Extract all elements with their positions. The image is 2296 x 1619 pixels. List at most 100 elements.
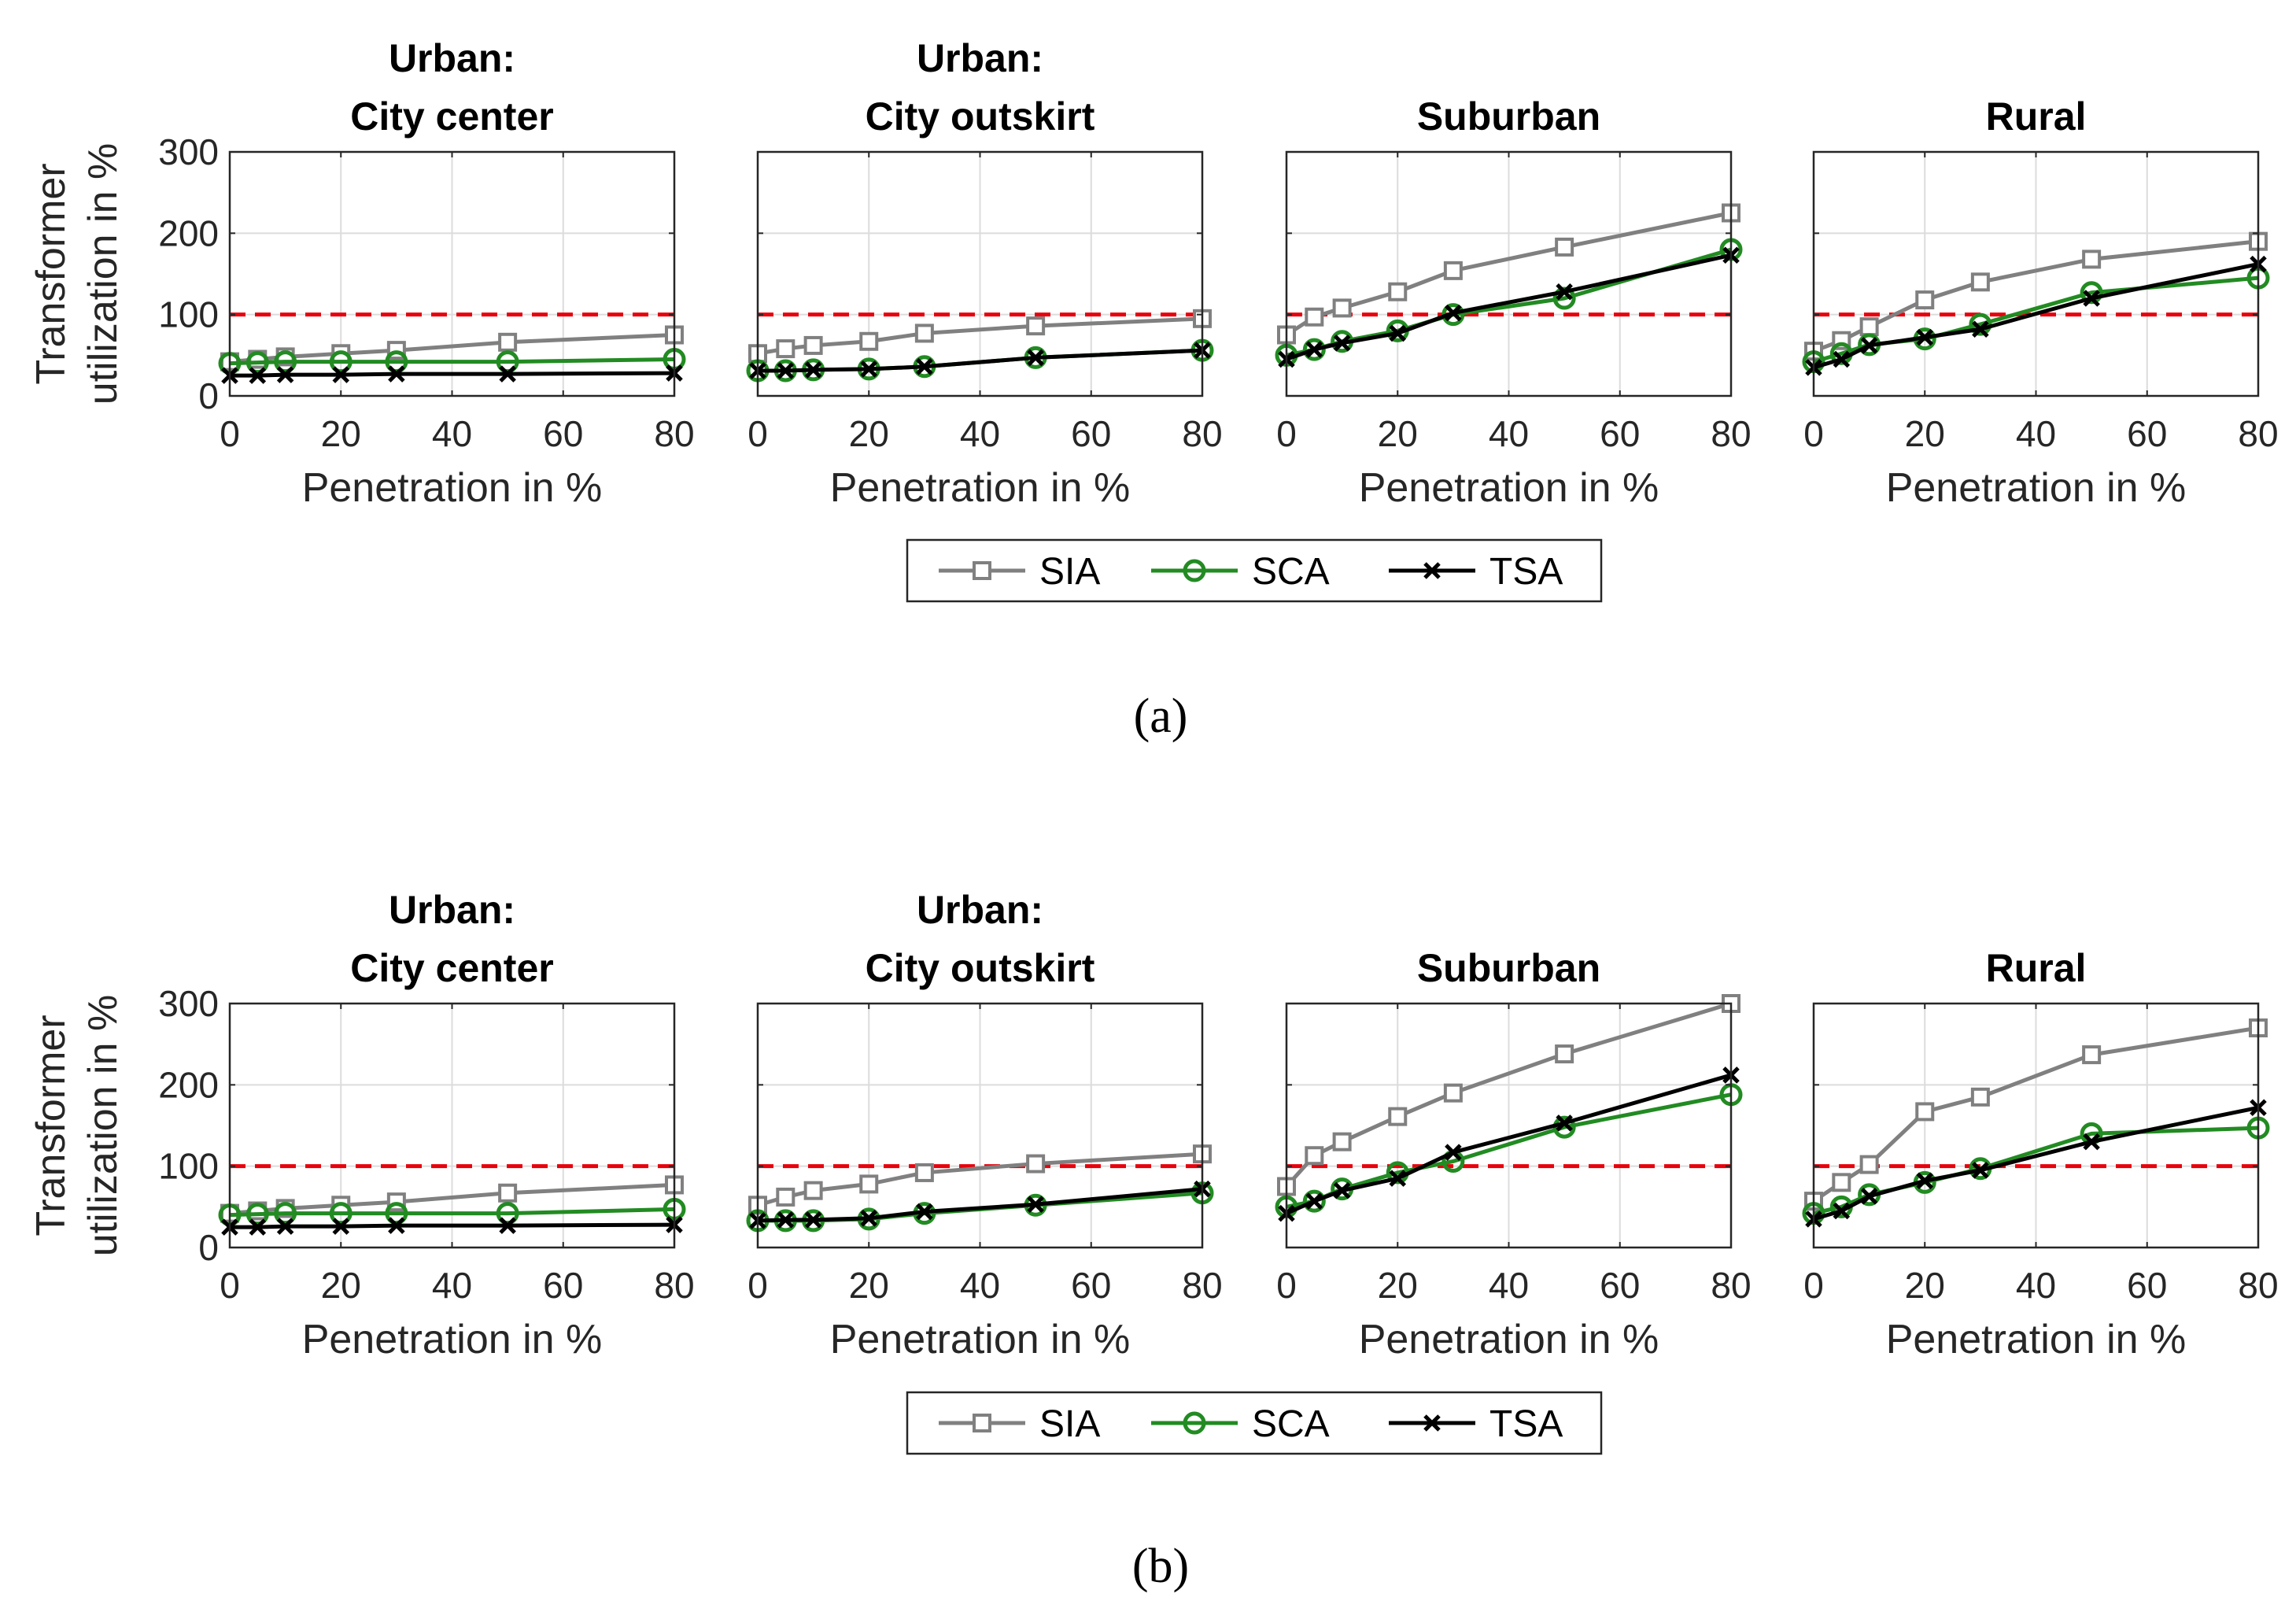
point-tsa-20 (1389, 324, 1407, 342)
x-tick-label: 80 (654, 413, 694, 454)
point-sca-30 (1969, 312, 1992, 336)
subplot-title-line2: City center (350, 946, 553, 990)
point-tsa-50 (1027, 349, 1044, 367)
y-tick-label: 100 (158, 1146, 219, 1187)
legend-marker-tsa (1423, 562, 1441, 579)
subplot-title-line2: City outskirt (866, 946, 1095, 990)
x-tick-label: 60 (1071, 413, 1111, 454)
point-tsa-50-stroke-2 (499, 1217, 516, 1234)
point-sia-5 (1832, 1173, 1851, 1192)
point-tsa-20 (1389, 1170, 1407, 1187)
x-axis-label: Penetration in % (302, 1317, 603, 1362)
legend-marker-tsa (1423, 1414, 1441, 1432)
x-tick-label: 40 (432, 413, 472, 454)
y-tick-label: 300 (158, 983, 219, 1024)
panel-caption: (a) (1134, 689, 1188, 743)
point-tsa-50 (1556, 1114, 1573, 1132)
point-tsa-10 (1333, 335, 1351, 352)
point-tsa-30 (1972, 320, 1989, 338)
x-tick-label: 60 (1600, 413, 1640, 454)
point-tsa-5 (1305, 1192, 1323, 1210)
series-line-tsa (230, 371, 675, 378)
y-tick-label: 200 (158, 1064, 219, 1105)
point-sca-20 (329, 1202, 353, 1225)
x-axis-label: Penetration in % (830, 465, 1131, 511)
point-tsa-50-stroke-2 (499, 365, 516, 383)
subplot-4: 0 20 40 60 80 Penetration in % Rural (1802, 946, 2279, 1362)
panel-b: 0 20 40 60 80 0 100 200 300 Penetration in % Urban… (28, 888, 2279, 1593)
x-tick-label: 40 (960, 413, 1000, 454)
point-tsa-20 (332, 366, 350, 383)
point-tsa-20 (1916, 1172, 1934, 1190)
point-tsa-30-stroke-2 (388, 365, 405, 383)
x-tick-label: 80 (2238, 1265, 2278, 1306)
point-tsa-5-stroke-2 (249, 367, 267, 384)
point-tsa-20-stroke-2 (1916, 328, 1934, 346)
x-tick-label: 20 (1378, 413, 1418, 454)
x-tick-label: 40 (2016, 413, 2056, 454)
x-tick-label: 0 (1803, 413, 1824, 454)
point-tsa-30-stroke-2 (916, 358, 933, 375)
point-sia-5 (776, 1187, 795, 1207)
x-tick-label: 60 (543, 1265, 583, 1306)
subplot-title-line1: Urban: (917, 888, 1043, 932)
x-tick-label: 0 (1276, 1265, 1297, 1306)
x-tick-label: 60 (543, 413, 583, 454)
subplot-title-line1: Urban: (389, 36, 515, 80)
x-axis-label: Penetration in % (830, 1317, 1131, 1362)
point-tsa-20-stroke-2 (860, 360, 878, 378)
subplot-title-line2: City center (350, 94, 553, 139)
y-axis-label-line1: Transformer (28, 163, 74, 384)
panel-caption: (b) (1132, 1540, 1189, 1593)
legend-marker-sca (1183, 559, 1206, 582)
point-tsa-30 (388, 1217, 405, 1234)
legend-marker-sca (1183, 1411, 1206, 1435)
legend-marker-tsa-stroke-2 (1423, 1414, 1441, 1432)
point-tsa-5-stroke-2 (1833, 1202, 1851, 1220)
point-sia-5 (1305, 307, 1324, 327)
subplot-4: 0 20 40 60 80 Penetration in % Rural (1802, 94, 2279, 511)
y-axis-label-line2: utilization in % (80, 143, 126, 405)
point-tsa-30-stroke-2 (1445, 304, 1462, 322)
point-tsa-20-stroke-2 (1389, 1170, 1407, 1187)
point-tsa-50-stroke-2 (1027, 349, 1044, 367)
point-sia-10 (803, 335, 823, 355)
point-tsa-50 (2083, 1133, 2100, 1151)
point-tsa-5 (249, 367, 267, 384)
point-tsa-50-stroke-2 (1556, 1114, 1573, 1132)
point-sca-5 (1302, 1189, 1326, 1213)
point-tsa-10-stroke-2 (804, 361, 822, 379)
point-tsa-10-stroke-2 (1860, 1188, 1878, 1205)
x-tick-label: 40 (1489, 1265, 1529, 1306)
x-tick-label: 80 (1711, 413, 1751, 454)
x-tick-label: 20 (1378, 1265, 1418, 1306)
x-tick-label: 80 (654, 1265, 694, 1306)
point-sia-30 (1970, 272, 1990, 292)
point-tsa-20 (1916, 328, 1934, 346)
subplot-title-line2: City outskirt (866, 94, 1095, 139)
x-tick-label: 0 (220, 1265, 240, 1306)
x-axis-label: Penetration in % (1886, 465, 2187, 511)
subplot-3: 0 20 40 60 80 Penetration in % Suburban (1275, 946, 1752, 1362)
subplot-title-line2: Rural (1986, 946, 2087, 990)
point-tsa-20-stroke-2 (332, 366, 350, 383)
point-tsa-20-stroke-2 (1916, 1172, 1934, 1190)
point-sia-30 (914, 1163, 934, 1182)
point-sia-10 (1332, 1132, 1352, 1151)
x-tick-label: 0 (747, 413, 768, 454)
legend-label-sia: SIA (1039, 1403, 1100, 1445)
point-sia-5 (1305, 1146, 1324, 1166)
x-tick-label: 80 (2238, 413, 2278, 454)
x-axis-label: Penetration in % (302, 465, 603, 511)
legend-label-tsa: TSA (1489, 1403, 1563, 1445)
x-tick-label: 80 (1182, 413, 1222, 454)
point-tsa-20 (860, 360, 878, 378)
point-tsa-30 (388, 365, 405, 383)
legend-marker-sia (973, 1414, 991, 1432)
x-tick-label: 80 (1711, 1265, 1751, 1306)
x-tick-label: 60 (2127, 413, 2167, 454)
point-tsa-10 (1860, 1188, 1878, 1205)
point-tsa-5-stroke-2 (1305, 341, 1323, 358)
subplot-title-line2: Suburban (1417, 946, 1600, 990)
point-tsa-30-stroke-2 (388, 1217, 405, 1234)
